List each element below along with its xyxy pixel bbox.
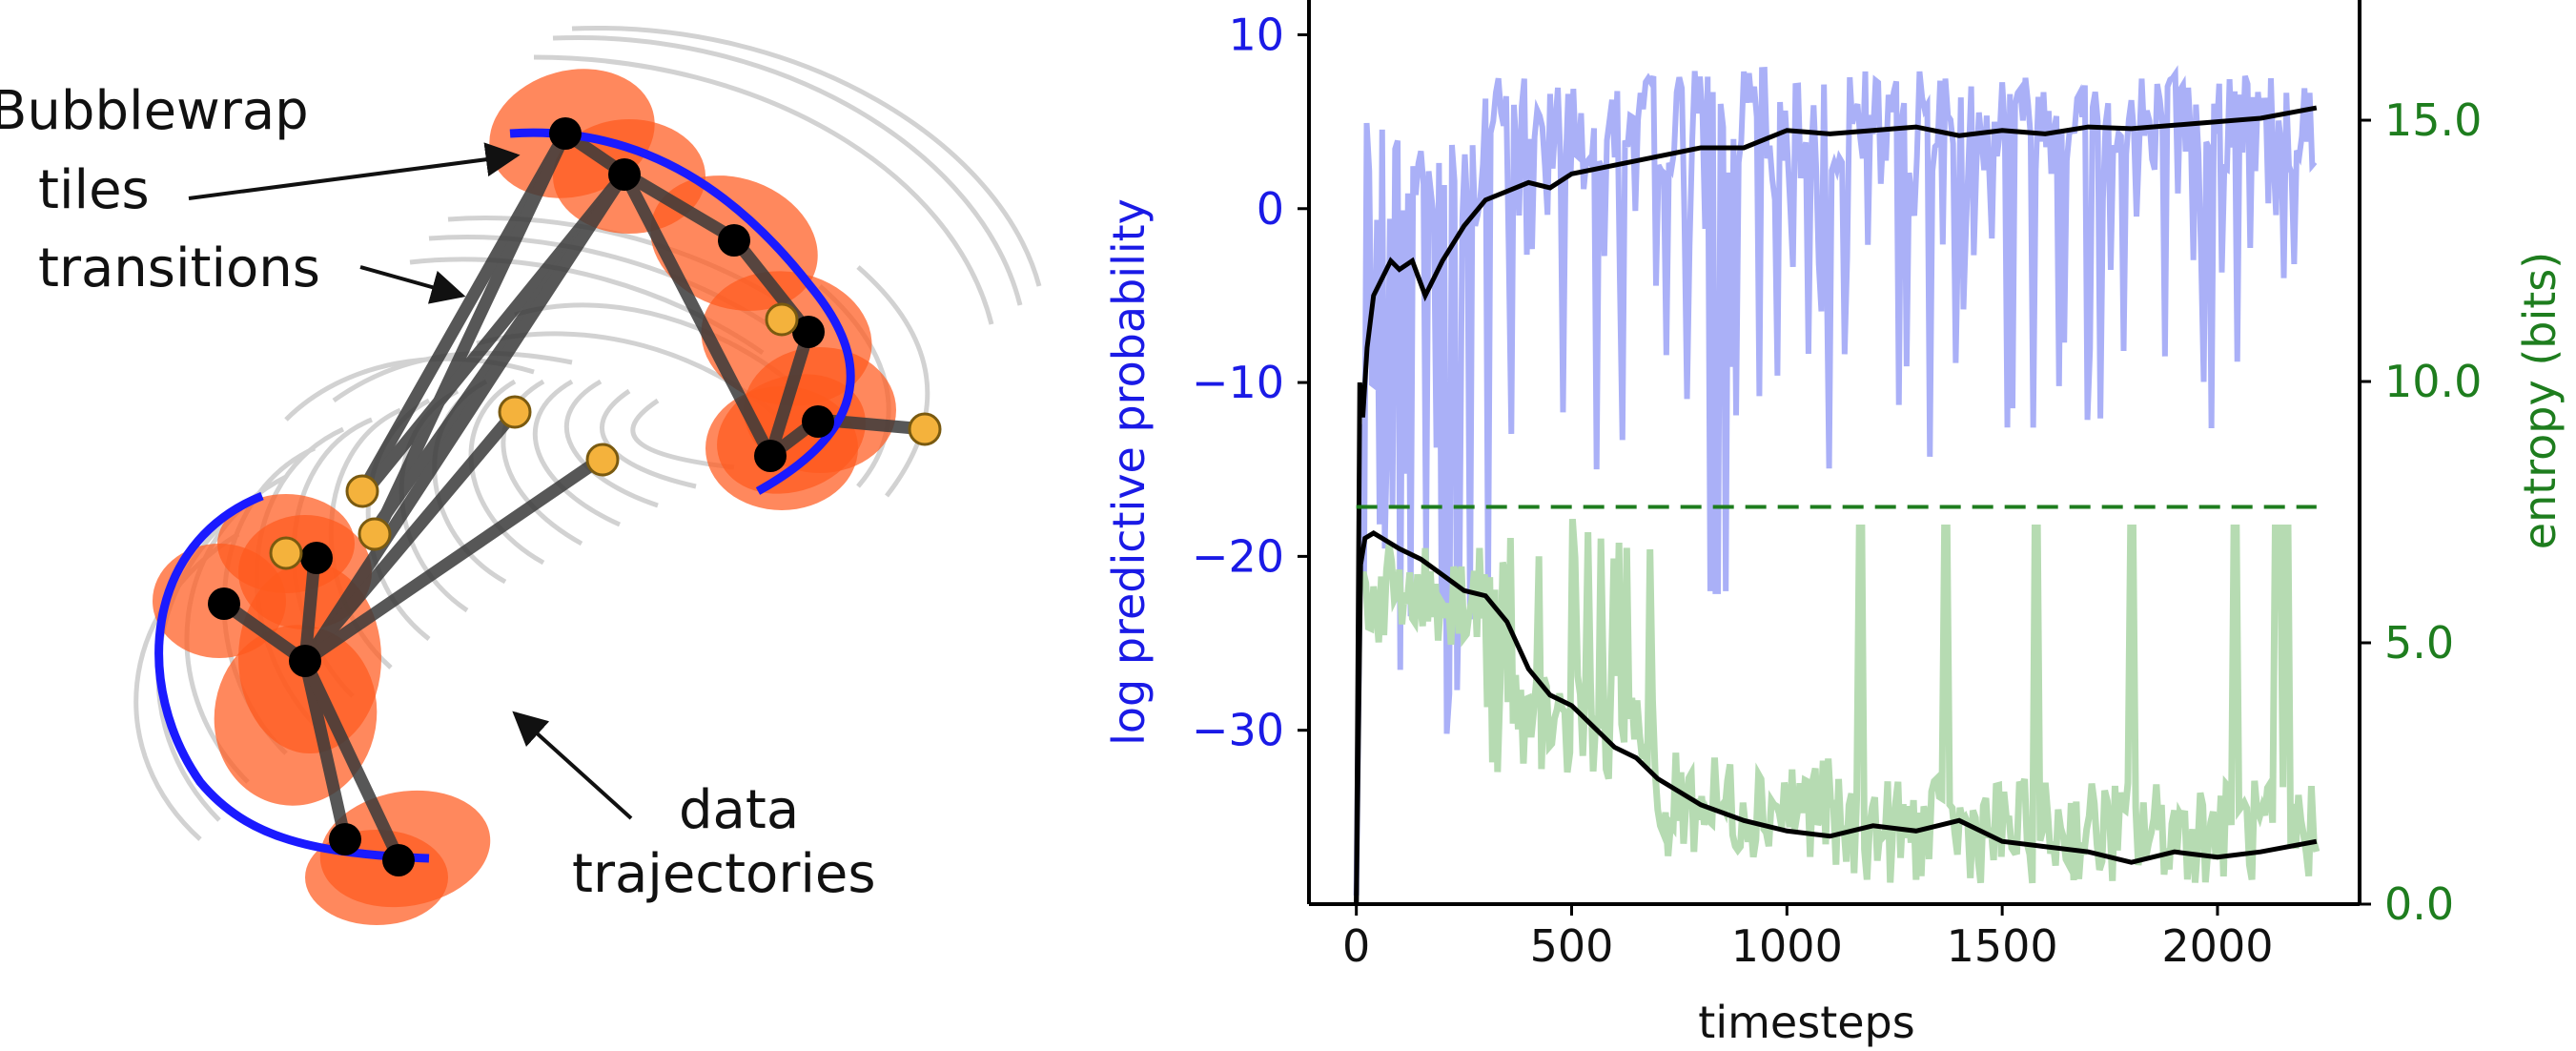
series-line-1 (1354, 530, 2318, 905)
transition-edge-17 (298, 654, 405, 865)
transition-edge-12 (298, 405, 521, 668)
x-axis-label: timesteps (1698, 997, 1914, 1048)
trajectory-curve-15 (630, 398, 735, 470)
orange-node-0 (498, 395, 532, 429)
y-left-tick-label-2: −10 (1192, 357, 1284, 408)
transition-edge-15 (217, 597, 312, 668)
tile-center-3 (792, 316, 825, 348)
blue-path-upper (509, 128, 855, 495)
x-tick-label-0: 0 (1342, 920, 1370, 972)
trajectory-curve-19 (533, 54, 994, 325)
y-right-tick-label-1: 10.0 (2384, 356, 2482, 407)
trajectory-curve-20 (552, 34, 1023, 306)
transition-edge-4 (298, 167, 631, 670)
transition-edge-6 (618, 167, 741, 245)
entropy-raw-line (1357, 518, 2320, 884)
y-left-tick-label-1: 0 (1257, 183, 1284, 235)
transition-edge-16 (298, 654, 352, 846)
tile-center-10 (382, 844, 415, 876)
log-prob-raw-series (1353, 65, 2318, 896)
tile-center-6 (300, 542, 333, 574)
x-tick-label-4: 2000 (2161, 920, 2273, 972)
transition-edge-9 (764, 325, 815, 463)
label-data: data (679, 779, 799, 841)
blue-path-lower (154, 491, 430, 863)
tile-center-0 (549, 117, 582, 150)
orange-node-6 (765, 302, 799, 337)
chart-axes (1307, 0, 2361, 906)
transition-edge-13 (298, 451, 609, 668)
trajectory-curve-22 (856, 265, 930, 498)
log-prob-raw-line (1353, 65, 2318, 896)
tile-center-1 (608, 158, 641, 191)
transition-edges (217, 127, 931, 865)
tile-centers (208, 117, 942, 876)
bubblewrap-diagram: Bubblewrap tiles transitions data trajec… (0, 25, 1042, 925)
orange-node-2 (908, 412, 942, 446)
y-right-axis-label: entropy (bits) (2514, 252, 2566, 549)
tile-center-4 (802, 405, 834, 438)
tiles-arrow (188, 142, 521, 200)
tile-13 (305, 830, 448, 925)
chart-series (1354, 105, 2318, 905)
y-right-tick-label-2: 5.0 (2384, 617, 2454, 669)
transitions-arrow (359, 265, 466, 304)
chart: 0 500 1000 1500 2000 10 0 −10 −20 −30 15.0 10.0 5.0 0… (1103, 0, 2566, 1048)
label-trajectories: trajectories (572, 843, 876, 905)
y-right-tick-label-3: 0.0 (2384, 878, 2454, 930)
y-left-tick-label-3: −20 (1192, 530, 1284, 582)
blue-path (154, 128, 855, 863)
trajectory-curve-13 (563, 379, 659, 508)
x-tick-label-3: 1500 (1947, 920, 2058, 972)
tile-center-2 (718, 224, 750, 257)
chart-ticks: 0 500 1000 1500 2000 10 0 −10 −20 −30 15.0 10.0 5.0 0… (1192, 9, 2483, 972)
orange-node-5 (269, 536, 303, 570)
y-right-tick-label-0: 15.0 (2384, 94, 2482, 146)
orange-node-1 (585, 443, 620, 477)
tile-11 (214, 625, 378, 806)
tile-center-5 (754, 440, 787, 472)
x-tick-label-1: 500 (1530, 920, 1614, 972)
trajectory-curve-12 (532, 379, 622, 527)
transition-edge-14 (298, 551, 321, 668)
y-left-tick-label-4: −30 (1192, 705, 1284, 756)
transition-edge-8 (618, 167, 777, 463)
orange-node-3 (345, 474, 379, 508)
entropy-raw-series (1357, 518, 2320, 884)
orange-node-4 (358, 517, 392, 551)
label-transitions: transitions (38, 237, 320, 299)
label-tiles: tiles (38, 159, 150, 221)
tile-center-8 (289, 645, 321, 677)
tile-center-9 (329, 823, 361, 855)
y-left-tick-label-0: 10 (1228, 9, 1284, 60)
y-left-axis-label: log predictive probability (1103, 198, 1155, 746)
x-tick-label-2: 1000 (1731, 920, 1843, 972)
transition-edge-1 (370, 127, 572, 541)
series-line-0 (1354, 105, 2318, 905)
trajectory-curve-21 (571, 25, 1042, 287)
data-arrow (512, 711, 633, 820)
tile-center-7 (208, 587, 240, 620)
label-bubblewrap: Bubblewrap (0, 80, 309, 142)
